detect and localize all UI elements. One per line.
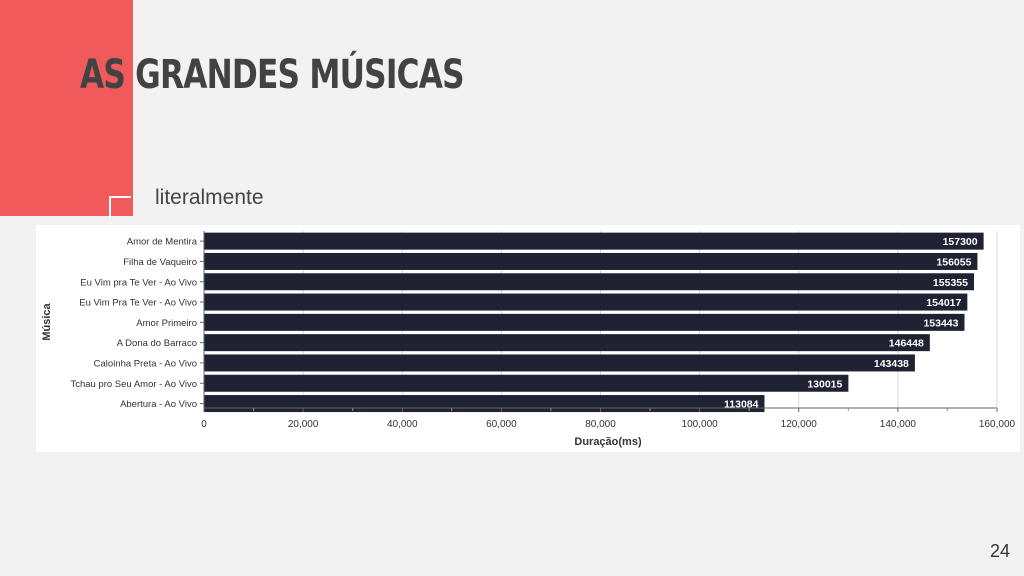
bar <box>204 354 915 372</box>
slide-subtitle: literalmente <box>155 186 264 209</box>
category-label: Caloinha Preta - Ao Vivo <box>94 358 197 369</box>
x-tick-label: 80,000 <box>585 419 616 430</box>
bar-value-label: 156055 <box>936 256 971 268</box>
x-tick-label: 120,000 <box>781 419 818 430</box>
y-axis-title: Música <box>41 302 53 340</box>
category-label: Tchau pro Seu Amor - Ao Vivo <box>70 379 197 390</box>
bar-value-label: 143438 <box>874 358 909 370</box>
slide-title: AS GRANDES MÚSICAS <box>80 52 465 98</box>
chart-panel: 157300 156055 155355 154017 153443 146448 1434… <box>36 225 1020 452</box>
x-tick-label: 140,000 <box>880 419 917 430</box>
bar-value-label: 154017 <box>926 297 961 309</box>
x-tick-label: 0 <box>201 419 207 430</box>
category-labels: Amor de Mentira Filha de Vaqueiro Eu Vim p… <box>70 237 204 410</box>
bar <box>204 313 965 331</box>
accent-block <box>0 0 133 216</box>
bar-value-label: 130015 <box>807 378 842 390</box>
bar-value-label: 157300 <box>943 236 978 248</box>
bar <box>204 374 849 392</box>
category-label: Amor Primeiro <box>136 318 197 329</box>
bar <box>204 252 978 270</box>
category-label: Eu Vim Pra Te Ver - Ao Vivo <box>79 298 197 309</box>
bar <box>204 273 974 291</box>
category-label: Abertura - Ao Vivo <box>120 399 197 410</box>
category-label: Amor de Mentira <box>127 237 198 248</box>
x-tick-label: 40,000 <box>387 419 418 430</box>
x-tick-label: 20,000 <box>288 419 319 430</box>
bar <box>204 334 930 352</box>
bar-value-label: 153443 <box>923 317 958 329</box>
category-label: Filha de Vaqueiro <box>123 257 197 268</box>
bar-chart: 157300 156055 155355 154017 153443 146448 1434… <box>41 231 1016 448</box>
x-axis: 0 20,000 40,000 60,000 80,000 100,000 120,000 1… <box>201 231 1016 430</box>
bar <box>204 232 984 250</box>
bar-value-label: 146448 <box>889 338 924 350</box>
x-tick-label: 160,000 <box>979 419 1016 430</box>
bar <box>204 293 968 311</box>
x-tick-label: 100,000 <box>682 419 719 430</box>
corner-bracket <box>109 196 131 218</box>
bar-value-label: 155355 <box>933 277 968 289</box>
x-axis-title: Duração(ms) <box>574 436 642 448</box>
x-tick-label: 60,000 <box>486 419 517 430</box>
bar-value-label: 113084 <box>724 399 759 411</box>
page-number: 24 <box>989 541 1010 561</box>
category-label: A Dona do Barraco <box>117 338 197 349</box>
category-label: Eu Vim pra Te Ver - Ao Vivo <box>80 277 197 288</box>
bar-layer: 157300 156055 155355 154017 153443 146448 1434… <box>204 232 984 413</box>
bar <box>204 395 765 413</box>
